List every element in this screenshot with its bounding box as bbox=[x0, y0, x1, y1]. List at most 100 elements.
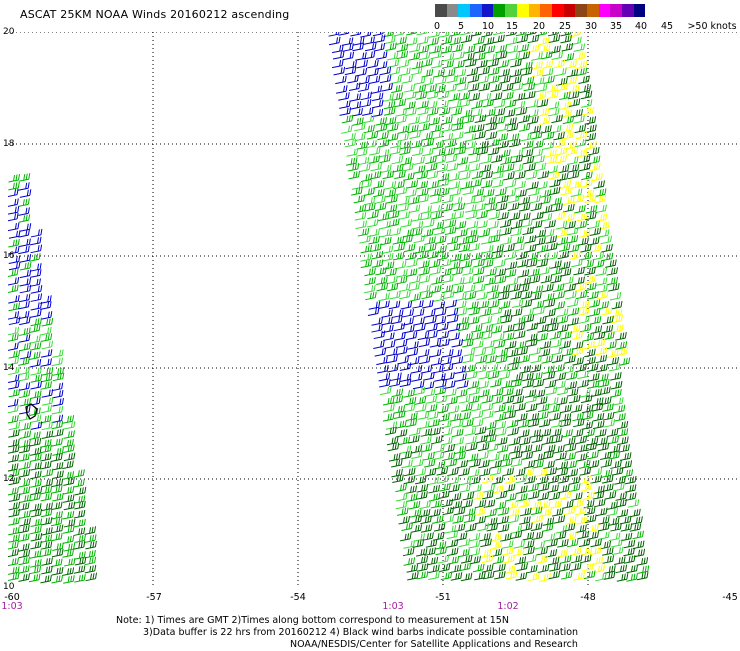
wind-barb bbox=[430, 204, 443, 214]
colorbar-swatch bbox=[598, 4, 611, 17]
wind-barb bbox=[454, 146, 467, 156]
wind-map-canvas bbox=[8, 32, 737, 587]
wind-barb bbox=[412, 308, 425, 318]
wind-barb bbox=[373, 330, 386, 340]
wind-barb bbox=[426, 330, 438, 340]
wind-barb bbox=[560, 187, 572, 196]
wind-barb bbox=[406, 564, 419, 573]
wind-barb bbox=[597, 300, 609, 310]
wind-barb bbox=[575, 220, 588, 230]
wind-barb bbox=[18, 549, 31, 559]
wind-barb bbox=[494, 413, 507, 422]
wind-barb bbox=[510, 378, 522, 388]
wind-barb bbox=[396, 269, 408, 278]
wind-barb bbox=[578, 460, 591, 469]
wind-barb bbox=[532, 211, 544, 221]
wind-barb bbox=[51, 574, 64, 584]
wind-barb bbox=[418, 115, 431, 125]
wind-barb bbox=[571, 428, 584, 438]
wind-barb bbox=[439, 258, 452, 268]
wind-barb bbox=[437, 322, 449, 332]
wind-barb bbox=[63, 452, 76, 462]
wind-barb bbox=[610, 380, 623, 390]
wind-barb bbox=[437, 90, 450, 100]
lat-label-18: 18 bbox=[3, 139, 15, 149]
wind-barb bbox=[428, 418, 440, 428]
wind-barb bbox=[425, 395, 438, 404]
wind-barb bbox=[425, 163, 438, 172]
wind-barb bbox=[395, 483, 407, 493]
wind-barb bbox=[595, 507, 608, 517]
wind-barb bbox=[429, 285, 442, 294]
wind-barb bbox=[490, 306, 503, 316]
wind-barb bbox=[503, 483, 516, 493]
wind-barb bbox=[19, 397, 32, 407]
wind-barb bbox=[538, 44, 551, 53]
wind-barb bbox=[599, 540, 612, 550]
colorbar-swatch bbox=[435, 4, 447, 17]
wind-barb bbox=[468, 386, 481, 396]
wind-barb bbox=[466, 67, 479, 77]
wind-barb bbox=[596, 290, 609, 300]
wind-barb bbox=[19, 277, 32, 287]
wind-barb bbox=[507, 508, 520, 518]
wind-barb bbox=[550, 260, 562, 269]
wind-barb bbox=[466, 453, 479, 462]
wind-barb bbox=[616, 420, 629, 430]
wind-barb bbox=[18, 389, 31, 399]
wind-barb bbox=[521, 218, 533, 228]
wind-barb bbox=[448, 261, 461, 270]
wind-barb bbox=[566, 388, 579, 397]
wind-barb bbox=[446, 530, 459, 540]
wind-barb bbox=[568, 476, 581, 485]
wind-barb bbox=[554, 372, 567, 382]
wind-barb bbox=[490, 325, 503, 334]
wind-barb bbox=[571, 258, 583, 268]
wind-barb bbox=[19, 238, 31, 248]
wind-barb bbox=[457, 82, 469, 92]
wind-barb bbox=[18, 382, 31, 391]
wind-barb bbox=[585, 124, 597, 133]
wind-barb bbox=[40, 485, 53, 495]
wind-barb bbox=[620, 532, 633, 542]
wind-barb bbox=[531, 148, 544, 158]
wind-barb bbox=[360, 173, 373, 182]
wind-barb bbox=[523, 82, 536, 92]
wind-barb bbox=[446, 74, 459, 84]
wind-barb bbox=[521, 148, 534, 158]
wind-barb bbox=[408, 282, 420, 292]
wind-barb bbox=[537, 492, 550, 501]
wind-barb bbox=[530, 506, 543, 516]
wind-barb bbox=[444, 525, 457, 534]
wind-barb bbox=[427, 37, 439, 46]
wind-barb bbox=[435, 546, 447, 556]
wind-barb bbox=[620, 460, 633, 469]
wind-barb bbox=[467, 83, 480, 92]
wind-barb bbox=[610, 522, 622, 532]
wind-barb bbox=[429, 45, 442, 54]
wind-barb bbox=[581, 411, 594, 421]
wind-barb bbox=[393, 180, 405, 190]
wind-barb bbox=[396, 346, 408, 356]
wind-barb bbox=[403, 467, 416, 477]
wind-barb bbox=[608, 532, 621, 542]
wind-barb bbox=[590, 243, 602, 253]
wind-barb bbox=[476, 434, 488, 444]
wind-barb bbox=[30, 293, 43, 302]
wind-barb bbox=[375, 266, 387, 276]
wind-barb bbox=[450, 500, 463, 510]
wind-barb bbox=[561, 123, 574, 133]
wind-barb bbox=[424, 236, 436, 245]
wind-barb bbox=[462, 354, 474, 364]
wind-barb bbox=[492, 555, 505, 565]
colorbar-swatch bbox=[610, 4, 622, 17]
wind-barb bbox=[572, 412, 584, 422]
wind-barb bbox=[493, 32, 504, 36]
wind-barb bbox=[472, 340, 484, 349]
wind-barb bbox=[568, 98, 581, 108]
wind-barb bbox=[527, 251, 539, 261]
wind-barb bbox=[513, 468, 526, 477]
wind-barb bbox=[429, 508, 441, 518]
wind-barb bbox=[8, 438, 20, 448]
wind-barb bbox=[624, 492, 637, 501]
